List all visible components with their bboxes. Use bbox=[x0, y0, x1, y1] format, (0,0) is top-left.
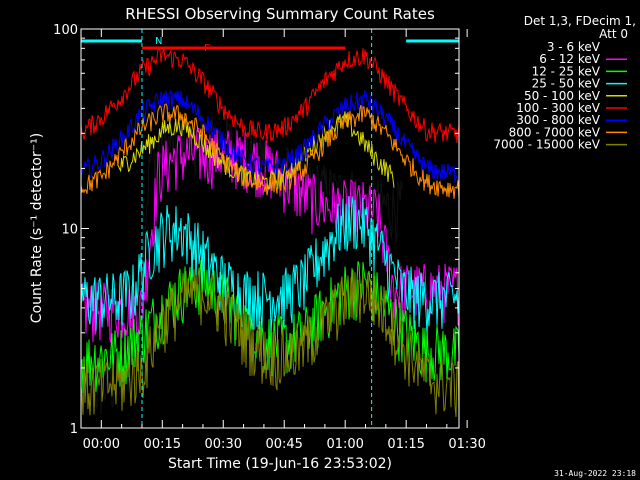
x-tick-label-0: 00:00 bbox=[83, 437, 120, 452]
legend-label-4: 50 - 100 keV bbox=[524, 89, 601, 103]
series-line-8 bbox=[80, 267, 460, 418]
legend-label-5: 100 - 300 keV bbox=[516, 101, 600, 115]
series-line-6 bbox=[80, 89, 460, 183]
y-tick-label-2: 100 bbox=[53, 23, 78, 38]
y-axis-label: Count Rate (s⁻¹ detector⁻¹) bbox=[29, 133, 45, 323]
x-tick-label-1: 00:15 bbox=[144, 437, 181, 452]
series-layer bbox=[80, 48, 460, 418]
legend-header-line1: Det 1,3, FDecim 1, bbox=[524, 14, 636, 28]
legend-label-2: 12 - 25 keV bbox=[532, 64, 601, 78]
series-line-2 bbox=[80, 256, 460, 394]
tick-layer: 00:00 00:15 00:30 00:45 01:00 01:15 01:30 1 10 10… bbox=[53, 23, 486, 452]
x-tick-label-5: 01:15 bbox=[387, 437, 424, 452]
legend-label-8: 7000 - 15000 keV bbox=[493, 138, 600, 152]
series-line-7 bbox=[80, 103, 460, 199]
legend-label-7: 800 - 7000 keV bbox=[509, 125, 601, 139]
chart-title: RHESSI Observing Summary Count Rates bbox=[125, 5, 435, 23]
y-tick-label-0: 1 bbox=[70, 422, 78, 437]
timestamp: 31-Aug-2022 23:18 bbox=[554, 469, 636, 478]
series-line-5 bbox=[80, 48, 460, 144]
series-line-3 bbox=[80, 196, 460, 333]
legend-label-1: 6 - 12 keV bbox=[539, 52, 601, 66]
legend-label-6: 300 - 800 keV bbox=[516, 113, 600, 127]
legend-label-3: 25 - 50 keV bbox=[532, 77, 601, 91]
series-line-1 bbox=[80, 127, 460, 345]
x-tick-label-2: 00:30 bbox=[205, 437, 242, 452]
legend-label-0: 3 - 6 keV bbox=[547, 40, 601, 54]
x-tick-label-3: 00:45 bbox=[265, 437, 302, 452]
x-tick-label-4: 01:00 bbox=[326, 437, 363, 452]
x-axis-label: Start Time (19-Jun-16 23:53:02) bbox=[168, 456, 392, 472]
flag-label-1: F bbox=[204, 43, 210, 54]
x-tick-label-6: 01:30 bbox=[448, 437, 485, 452]
y-tick-label-1: 10 bbox=[61, 223, 78, 238]
legend-header-line2: Att 0 bbox=[599, 27, 628, 41]
flag-label-0: N bbox=[155, 36, 162, 47]
